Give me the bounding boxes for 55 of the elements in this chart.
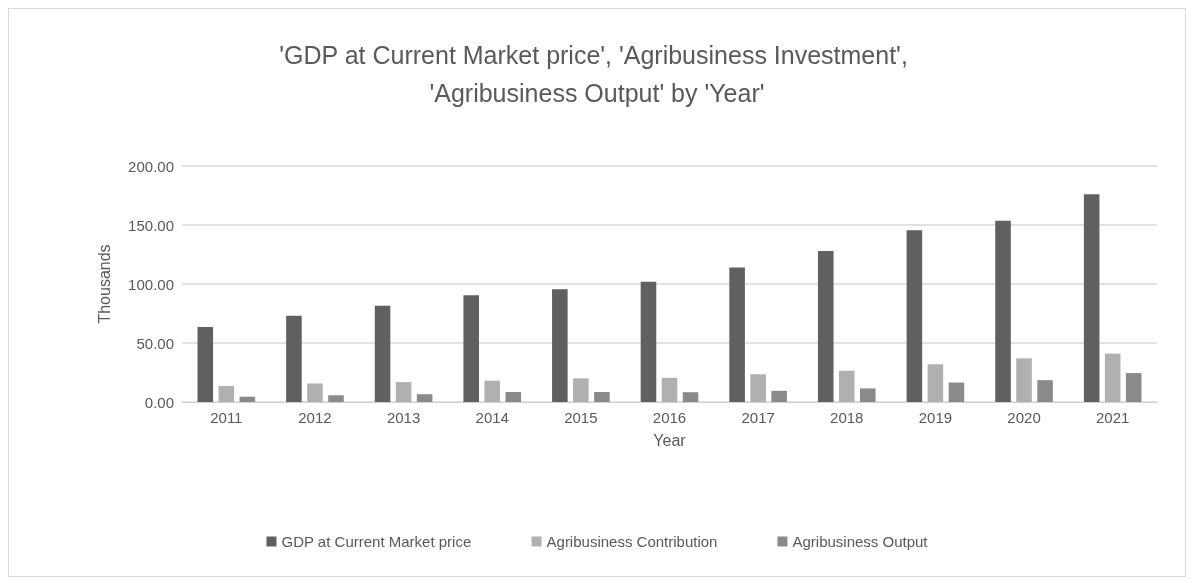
x-tick-label: 2017: [741, 409, 775, 426]
bar: [1104, 353, 1121, 402]
chart-title: 'GDP at Current Market price', 'Agribusiness Investment', 'Agribusiness Output' by 'Year': [279, 41, 915, 107]
legend-label: GDP at Current Market price: [281, 533, 472, 550]
legend-label: Agribusiness Contribution: [546, 533, 718, 550]
x-tick-label: 2015: [564, 409, 598, 426]
y-tick-label: 100.00: [128, 275, 174, 293]
y-tick-label: 200.00: [128, 157, 174, 175]
y-tick-label: 0.00: [144, 393, 174, 411]
bar: [1083, 194, 1100, 402]
x-tick-label: 2013: [386, 409, 421, 426]
x-tick-label: 2014: [475, 409, 509, 426]
bar: [838, 370, 855, 402]
bar: [463, 295, 479, 402]
bar: [927, 364, 944, 402]
bar: [286, 315, 302, 402]
bar: [218, 385, 235, 402]
x-tick-label: 2021: [1095, 409, 1130, 426]
bar: [750, 374, 766, 402]
bar: [416, 394, 433, 402]
bar: [906, 230, 923, 402]
x-tick-label: 2019: [918, 409, 953, 426]
x-tick-label: 2012: [298, 409, 332, 426]
legend-label: Agribusiness Output: [792, 533, 929, 550]
bar: [1037, 380, 1053, 402]
bar: [197, 327, 214, 402]
bar: [484, 380, 501, 402]
bar: [640, 281, 657, 402]
bar: [948, 382, 965, 402]
bar: [328, 395, 344, 402]
bar: [552, 289, 568, 402]
bar: [594, 391, 610, 402]
bar: [995, 220, 1011, 402]
x-tick-label: 2018: [830, 409, 864, 426]
y-tick-label: 150.00: [128, 216, 174, 234]
bar: [573, 378, 589, 402]
bar: [817, 250, 834, 402]
bar: [395, 382, 412, 402]
y-tick-label: 50.00: [136, 334, 174, 352]
bar: [374, 305, 391, 402]
bar: [771, 390, 787, 402]
bar: [729, 267, 745, 402]
y-axis-title: Thousands: [95, 244, 113, 324]
bar: [239, 396, 256, 402]
x-tick-label: 2016: [652, 409, 687, 426]
x-axis-title: Year: [653, 431, 687, 449]
bar: [505, 391, 522, 402]
bar: [307, 383, 323, 402]
bar: [860, 388, 876, 402]
bar: [661, 377, 678, 402]
bar: [682, 392, 699, 402]
bar: [1016, 358, 1032, 402]
x-tick-label: 2020: [1007, 409, 1041, 426]
bar: [1125, 373, 1142, 402]
x-tick-label: 2011: [210, 409, 243, 426]
